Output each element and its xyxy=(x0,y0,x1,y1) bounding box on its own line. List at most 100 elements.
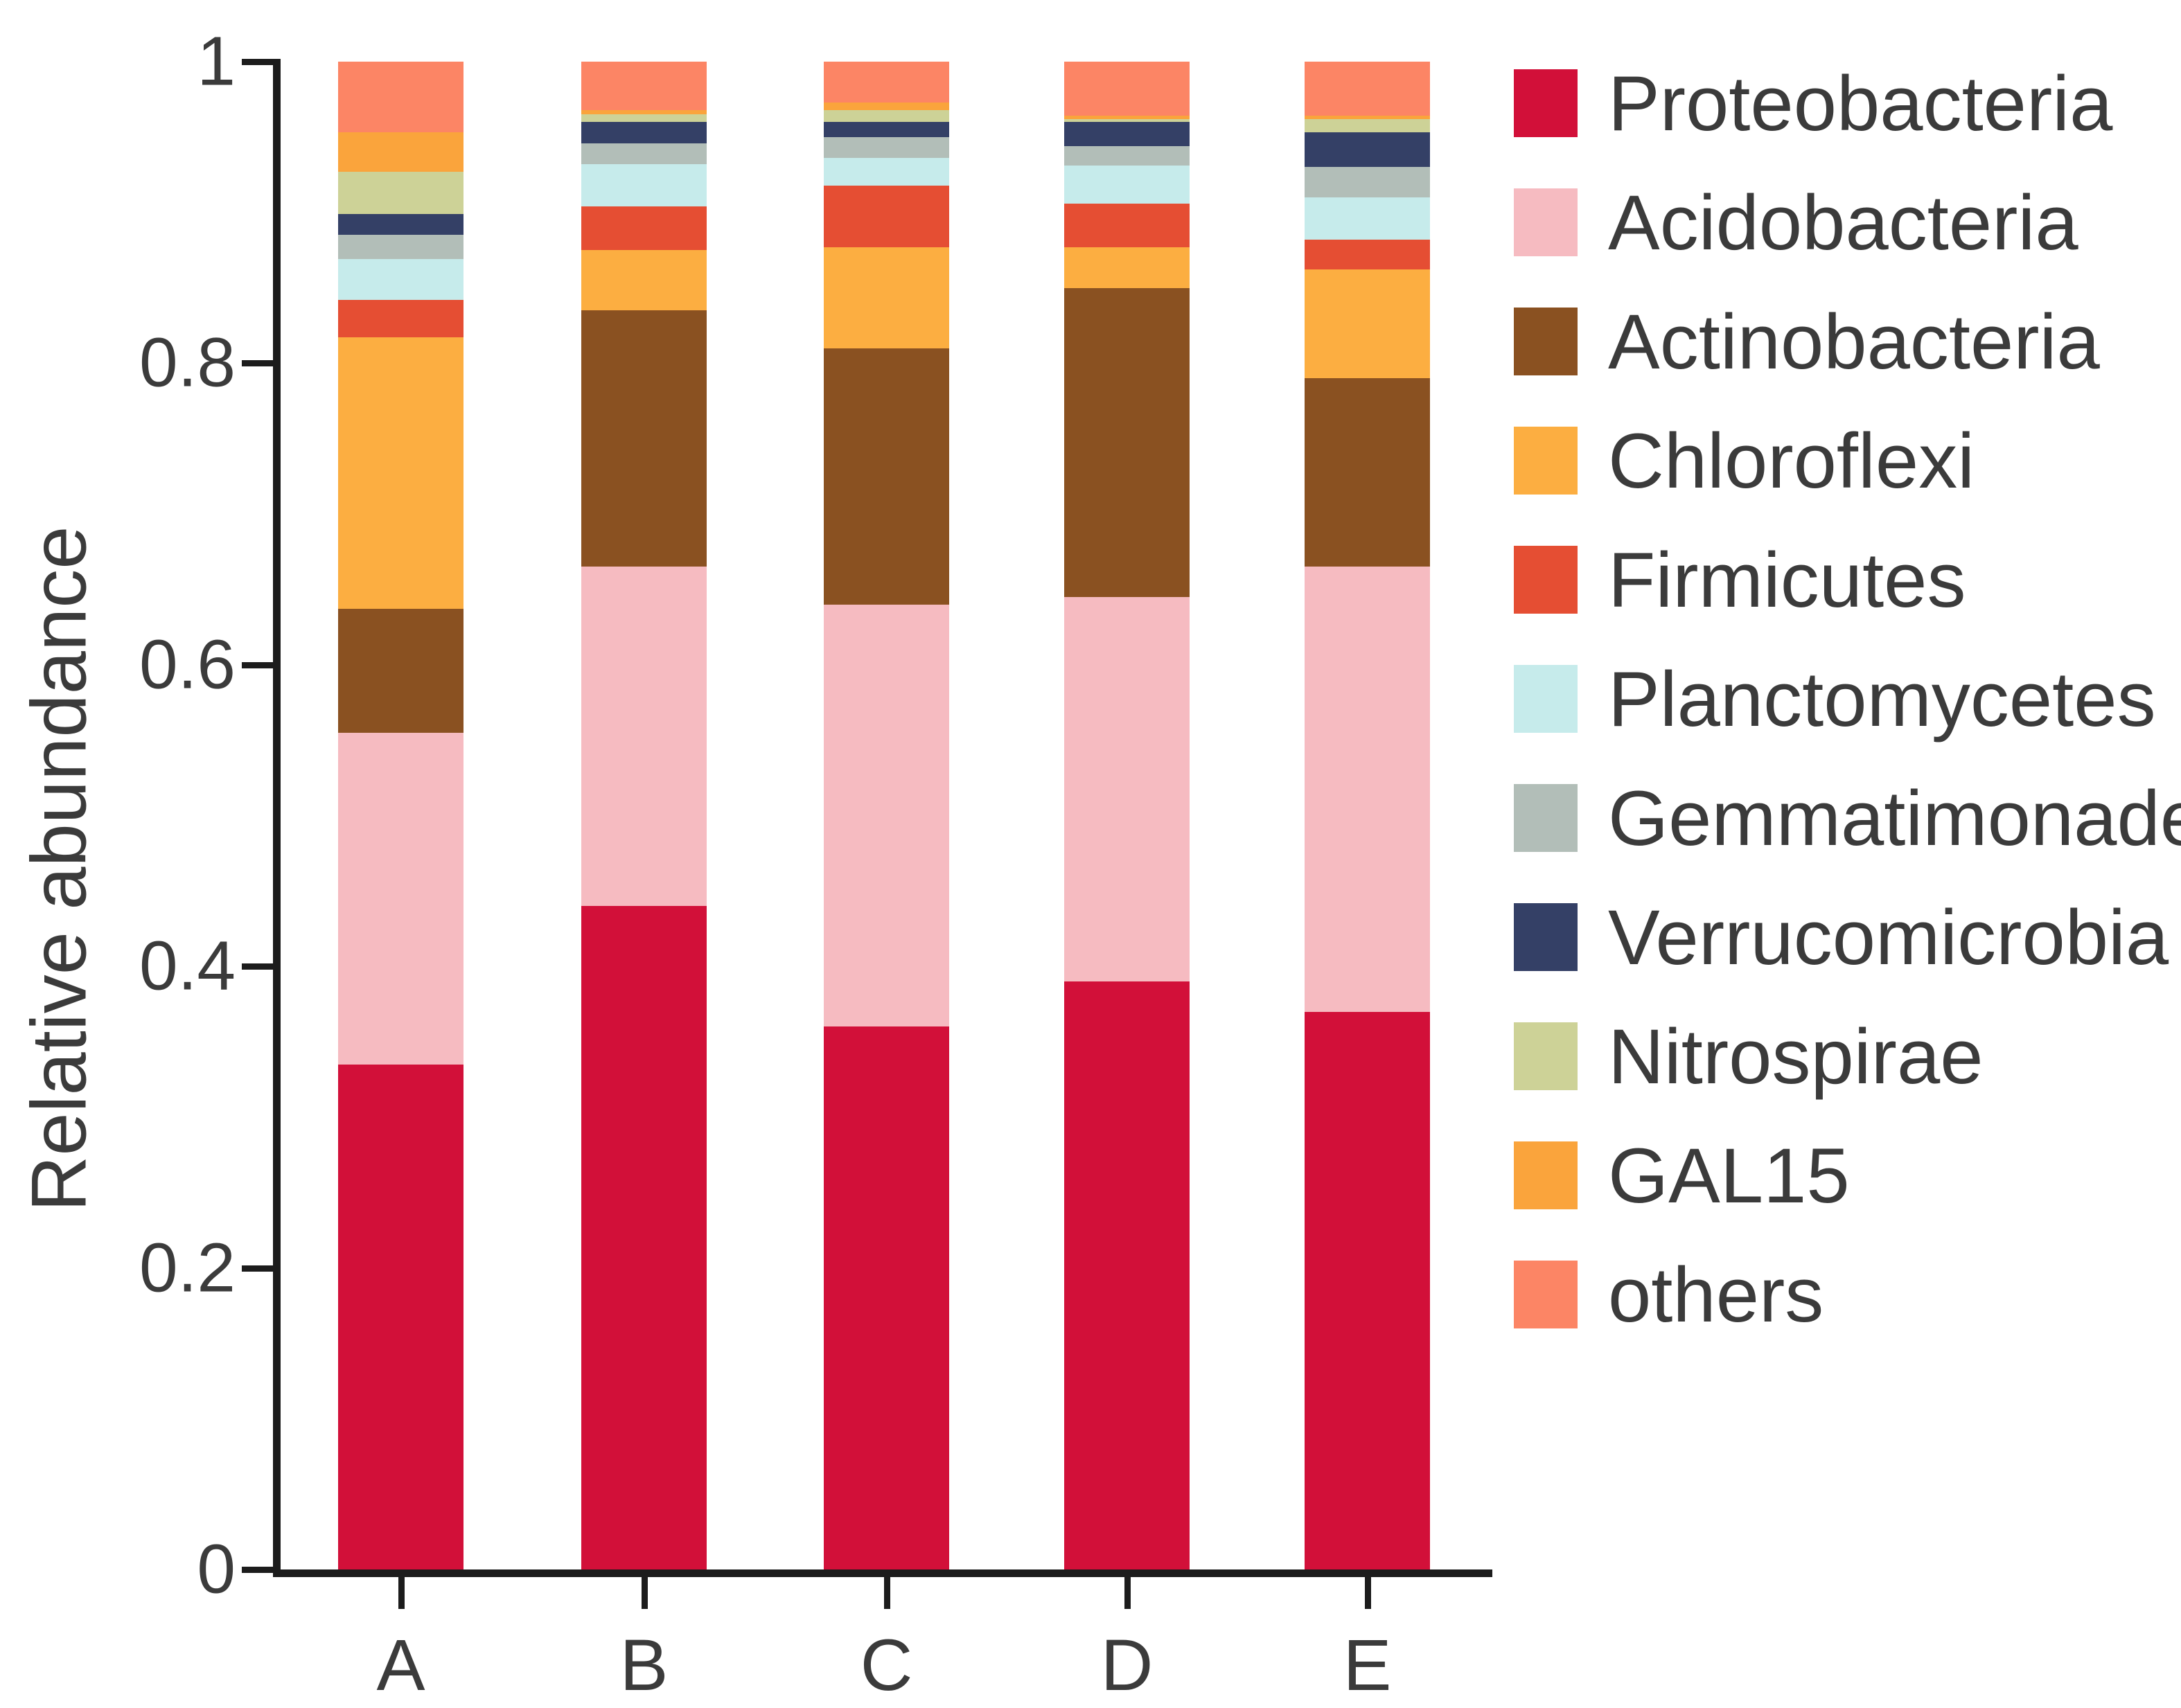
y-tick-mark xyxy=(242,661,274,668)
bar-segment-E-Nitrospirae xyxy=(1305,118,1430,133)
legend-label-Gemmatimonadetes: Gemmatimonadetes xyxy=(1608,774,2181,862)
bar-segment-B-Planctomycetes xyxy=(581,164,707,207)
legend-label-Verrucomicrobia: Verrucomicrobia xyxy=(1608,893,2169,981)
legend-row-Chloroflexi: Chloroflexi xyxy=(1514,418,1975,504)
x-tick-label-D: D xyxy=(1100,1625,1154,1706)
bar-segment-C-Verrucomicrobia xyxy=(824,122,949,137)
bar-segment-E-Proteobacteria xyxy=(1305,1011,1430,1569)
legend-row-Proteobacteria: Proteobacteria xyxy=(1514,60,2112,147)
y-tick-mark xyxy=(242,1567,274,1573)
bar-segment-E-Chloroflexi xyxy=(1305,269,1430,379)
y-axis-line xyxy=(273,59,281,1577)
bar-segment-E-Verrucomicrobia xyxy=(1305,132,1430,168)
x-axis-line xyxy=(273,1569,1492,1577)
legend-label-Actinobacteria: Actinobacteria xyxy=(1608,298,2100,385)
legend-label-Firmicutes: Firmicutes xyxy=(1608,536,1966,623)
bar-segment-B-Proteobacteria xyxy=(581,906,707,1569)
legend-swatch-Acidobacteria xyxy=(1514,188,1578,256)
bar-segment-C-Actinobacteria xyxy=(824,348,949,605)
legend-row-Gemmatimonadetes: Gemmatimonadetes xyxy=(1514,775,2181,862)
bar-segment-C-Gemmatimonadetes xyxy=(824,136,949,159)
legend-swatch-Verrucomicrobia xyxy=(1514,903,1578,971)
x-tick-mark xyxy=(1364,1577,1371,1609)
bar-segment-C-Nitrospirae xyxy=(824,109,949,123)
bar-segment-B-Verrucomicrobia xyxy=(581,122,707,143)
legend-label-Nitrospirae: Nitrospirae xyxy=(1608,1013,1984,1100)
bar-segment-A-Verrucomicrobia xyxy=(338,213,463,235)
x-tick-label-A: A xyxy=(376,1625,425,1706)
bar-segment-A-Nitrospirae xyxy=(338,171,463,214)
bar-segment-E-GAL15 xyxy=(1305,116,1430,119)
y-tick-mark xyxy=(242,963,274,970)
bar-segment-D-GAL15 xyxy=(1064,116,1190,119)
bar-segment-D-others xyxy=(1064,62,1190,116)
bar-segment-C-Planctomycetes xyxy=(824,158,949,186)
bar-segment-B-Actinobacteria xyxy=(581,310,707,567)
bar-segment-A-Gemmatimonadetes xyxy=(338,235,463,260)
y-tick-label: 0.8 xyxy=(139,323,236,402)
x-tick-mark xyxy=(398,1577,405,1609)
legend-label-Planctomycetes: Planctomycetes xyxy=(1608,655,2156,742)
legend-row-Verrucomicrobia: Verrucomicrobia xyxy=(1514,894,2169,981)
bar-segment-A-Proteobacteria xyxy=(338,1064,463,1569)
y-tick-mark xyxy=(242,59,274,65)
bar-segment-E-Actinobacteria xyxy=(1305,378,1430,567)
y-tick-mark xyxy=(242,1265,274,1272)
legend-row-Actinobacteria: Actinobacteria xyxy=(1514,299,2100,385)
bar-segment-A-Chloroflexi xyxy=(338,337,463,610)
bar-segment-B-Firmicutes xyxy=(581,206,707,251)
x-tick-mark xyxy=(1124,1577,1131,1609)
bar-segment-C-GAL15 xyxy=(824,102,949,110)
bar-segment-E-Acidobacteria xyxy=(1305,567,1430,1012)
bar-segment-A-GAL15 xyxy=(338,132,463,172)
bar-segment-D-Planctomycetes xyxy=(1064,166,1190,204)
bar-segment-D-Firmicutes xyxy=(1064,203,1190,247)
legend-row-others: others xyxy=(1514,1252,1824,1338)
legend-label-Chloroflexi: Chloroflexi xyxy=(1608,417,1975,504)
stacked-bar-B xyxy=(581,62,707,1569)
stacked-bar-E xyxy=(1305,62,1430,1569)
bar-segment-D-Nitrospirae xyxy=(1064,118,1190,123)
bar-segment-A-Planctomycetes xyxy=(338,259,463,300)
bar-segment-A-Firmicutes xyxy=(338,300,463,338)
bar-segment-B-others xyxy=(581,62,707,110)
bar-segment-B-GAL15 xyxy=(581,109,707,115)
bar-segment-D-Verrucomicrobia xyxy=(1064,122,1190,146)
bar-segment-D-Actinobacteria xyxy=(1064,287,1190,597)
bar-segment-B-Gemmatimonadetes xyxy=(581,143,707,165)
legend-swatch-Chloroflexi xyxy=(1514,427,1578,495)
legend-swatch-Nitrospirae xyxy=(1514,1022,1578,1090)
y-tick-label: 1 xyxy=(197,22,236,100)
bar-segment-D-Chloroflexi xyxy=(1064,247,1190,288)
legend-row-Planctomycetes: Planctomycetes xyxy=(1514,656,2156,742)
bar-segment-E-others xyxy=(1305,62,1430,116)
legend-label-Acidobacteria: Acidobacteria xyxy=(1608,179,2078,266)
stacked-bar-A xyxy=(338,62,463,1569)
y-tick-label: 0.4 xyxy=(139,927,236,1005)
y-tick-label: 0.6 xyxy=(139,625,236,704)
bar-segment-D-Proteobacteria xyxy=(1064,981,1190,1569)
y-tick-label: 0.2 xyxy=(139,1229,236,1307)
bar-segment-E-Gemmatimonadetes xyxy=(1305,167,1430,197)
legend-row-Acidobacteria: Acidobacteria xyxy=(1514,179,2078,266)
legend-label-others: others xyxy=(1608,1251,1824,1338)
x-tick-mark xyxy=(641,1577,648,1609)
legend-swatch-GAL15 xyxy=(1514,1141,1578,1209)
x-tick-mark xyxy=(883,1577,890,1609)
legend-swatch-Proteobacteria xyxy=(1514,69,1578,137)
bar-segment-D-Acidobacteria xyxy=(1064,596,1190,981)
y-tick-label: 0 xyxy=(197,1530,236,1608)
x-tick-label-C: C xyxy=(860,1625,913,1706)
bar-segment-A-Actinobacteria xyxy=(338,609,463,733)
bar-segment-B-Nitrospirae xyxy=(581,114,707,123)
x-tick-label-E: E xyxy=(1343,1625,1392,1706)
bar-segment-A-others xyxy=(338,62,463,133)
bar-segment-C-Proteobacteria xyxy=(824,1026,949,1569)
legend-row-Nitrospirae: Nitrospirae xyxy=(1514,1013,1984,1100)
legend-swatch-Firmicutes xyxy=(1514,546,1578,614)
y-tick-mark xyxy=(242,360,274,367)
legend-swatch-Gemmatimonadetes xyxy=(1514,784,1578,852)
bar-segment-E-Firmicutes xyxy=(1305,239,1430,270)
legend-swatch-Actinobacteria xyxy=(1514,308,1578,375)
